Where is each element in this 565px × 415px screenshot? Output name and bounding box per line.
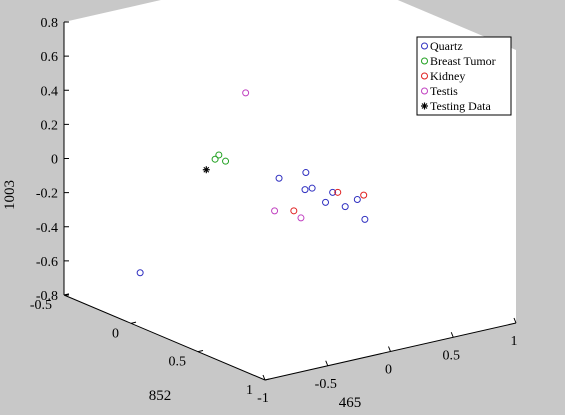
quartz-point xyxy=(308,184,316,192)
legend-label: Testing Data xyxy=(430,99,491,113)
y-tick-mark xyxy=(388,346,391,352)
z-tick-label: 0.6 xyxy=(41,50,59,65)
z-tick-label: -0.2 xyxy=(36,187,58,202)
z-tick-label: 0.8 xyxy=(41,16,59,31)
y-tick-mark xyxy=(262,374,266,381)
legend-marker xyxy=(421,57,428,65)
x-tick-label: 0.5 xyxy=(169,355,187,370)
z-tick-label: 0.2 xyxy=(41,118,59,133)
y-axis-label: 465 xyxy=(339,395,362,411)
kidney-point xyxy=(290,207,298,215)
quartz-point xyxy=(341,203,349,211)
x-tick-label: 1 xyxy=(246,383,253,398)
x-tick-mark xyxy=(197,349,204,353)
kidney-point xyxy=(360,191,368,199)
y-tick-label: 0.5 xyxy=(443,348,461,363)
legend-marker xyxy=(421,102,428,110)
quartz-point xyxy=(361,215,369,223)
quartz-point xyxy=(275,174,283,182)
quartz-point xyxy=(302,169,310,177)
x-axis-line xyxy=(63,294,266,381)
legend-label: Testis xyxy=(430,84,458,98)
z-tick-label: -0.4 xyxy=(36,221,58,236)
legend-box xyxy=(416,36,512,116)
plot-box-background xyxy=(64,0,516,380)
z-tick-label: 0.4 xyxy=(41,84,59,99)
y-tick-label: -0.5 xyxy=(315,377,337,392)
legend-marker xyxy=(421,72,428,80)
legend-label: Quartz xyxy=(430,39,463,53)
quartz-point xyxy=(353,196,361,204)
y-tick-label: 0 xyxy=(385,363,392,378)
testis-point xyxy=(297,214,305,222)
legend-label: Breast Tumor xyxy=(430,54,496,68)
quartz-point xyxy=(322,198,330,206)
testis-point xyxy=(271,207,279,215)
y-tick-mark xyxy=(513,317,517,324)
testing-data-point xyxy=(202,166,210,174)
z-tick-label: -0.8 xyxy=(36,289,58,304)
z-tick-label: -0.6 xyxy=(36,255,58,270)
breast-tumor-point xyxy=(215,151,223,159)
x-tick-mark xyxy=(264,378,271,381)
y-tick-label: 1 xyxy=(511,334,518,349)
x-tick-label: 0 xyxy=(112,326,119,341)
x-tick-label: -0.5 xyxy=(30,298,52,313)
x-tick-mark xyxy=(130,321,137,324)
y-tick-mark xyxy=(325,360,329,366)
breast-tumor-point xyxy=(222,157,230,165)
y-tick-label: -1 xyxy=(257,391,269,406)
breast-tumor-point xyxy=(211,155,219,163)
quartz-point xyxy=(329,188,337,196)
z-axis-label: 1003 xyxy=(2,180,18,210)
quartz-point xyxy=(301,186,309,194)
legend-label: Kidney xyxy=(430,69,465,83)
quartz-point xyxy=(136,269,144,277)
legend-marker xyxy=(421,42,428,50)
testis-point xyxy=(242,89,250,97)
y-tick-mark xyxy=(450,332,454,338)
x-axis-label: 852 xyxy=(149,388,172,404)
legend-marker xyxy=(421,87,428,95)
z-tick-label: 0 xyxy=(51,153,58,168)
kidney-point xyxy=(334,188,342,196)
